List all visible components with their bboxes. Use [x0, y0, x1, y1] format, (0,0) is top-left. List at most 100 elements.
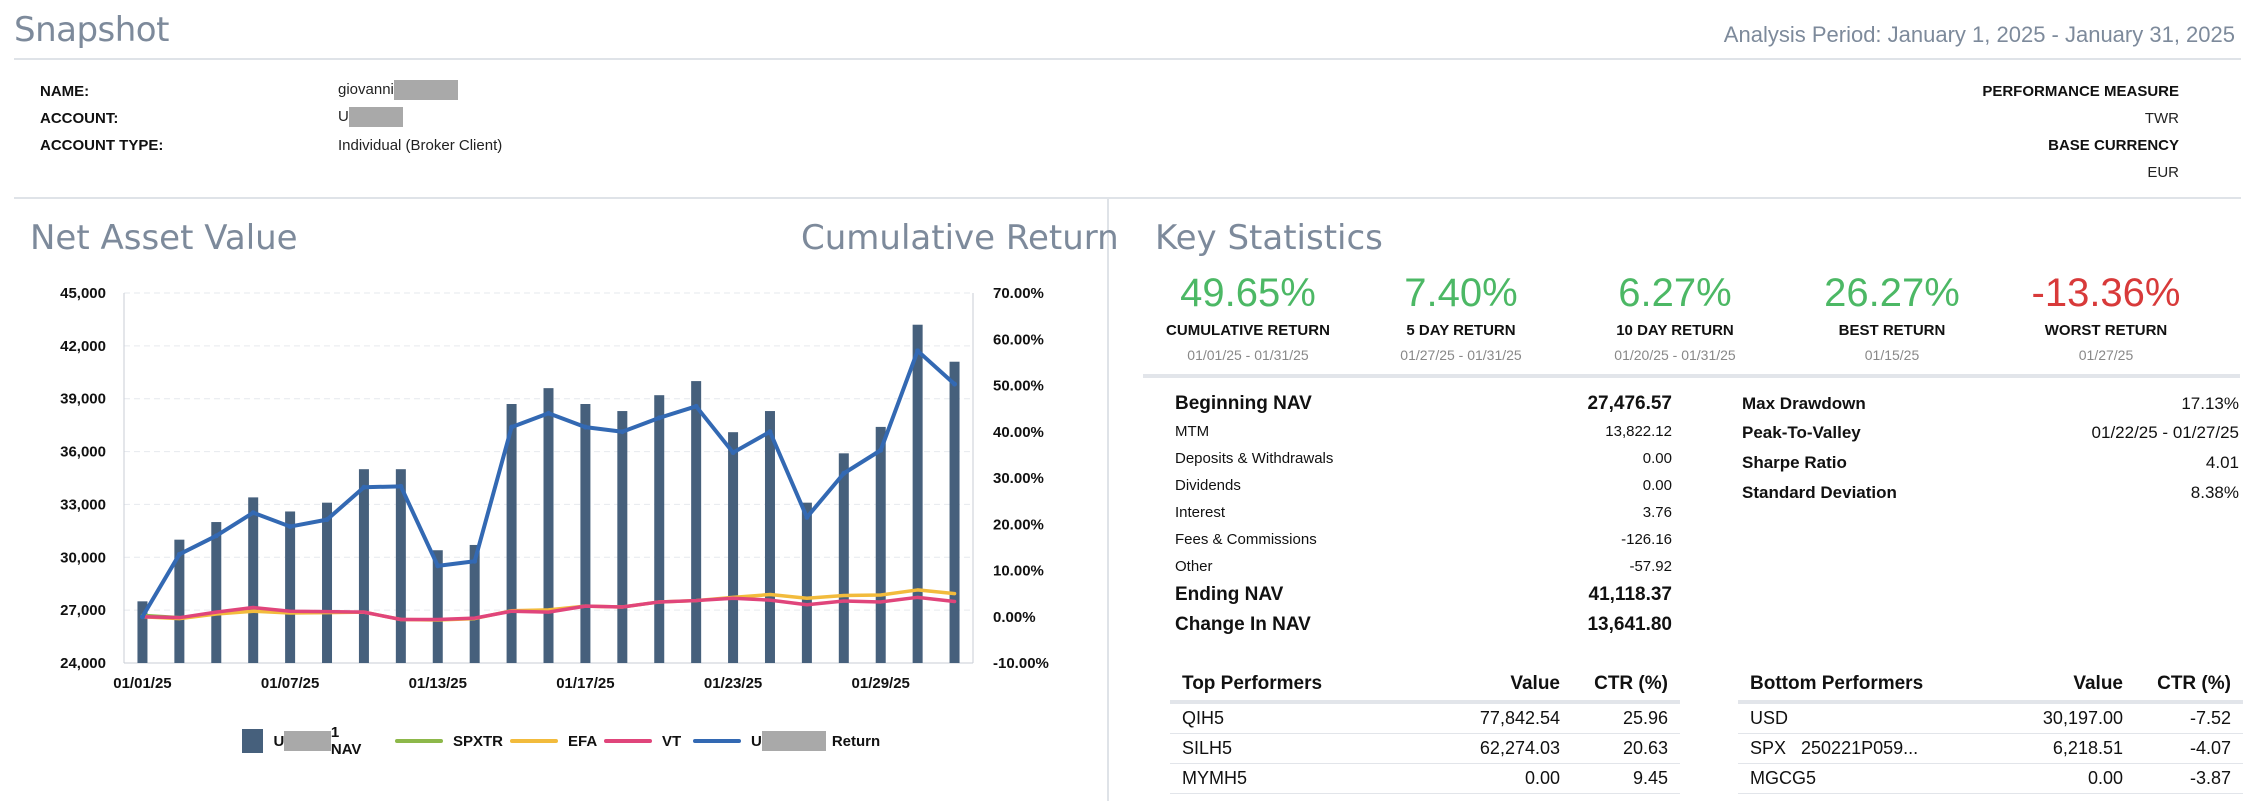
stat-value: 0.00	[1642, 477, 1672, 494]
y-left-tick-label: 39,000	[60, 391, 106, 408]
nav-bar	[174, 539, 185, 663]
legend-item-vt[interactable]: VT	[604, 728, 681, 754]
series-point	[251, 606, 255, 609]
key-statistics-title: Key Statistics	[1155, 218, 1383, 258]
table-row: QIH5 77,842.54 25.96	[1170, 704, 1680, 734]
series-point	[953, 599, 957, 603]
cell-value: 62,274.03	[1479, 738, 1560, 758]
stat-label: Beginning NAV	[1175, 393, 1312, 414]
series-point	[768, 593, 772, 597]
sharpe-ratio-row: Sharpe Ratio 4.01	[1742, 453, 2239, 473]
legend-item-return[interactable]: U Return	[693, 728, 880, 754]
nav-bar	[912, 324, 923, 663]
header-name[interactable]: Bottom Performers	[1750, 673, 1924, 694]
stat-value: 4.01	[2205, 453, 2239, 472]
series-point	[916, 588, 920, 592]
series-point	[731, 596, 735, 600]
series-point	[767, 429, 773, 435]
cell-ctr: 20.63	[1622, 738, 1668, 758]
x-tick-label: 01/07/25	[261, 675, 319, 692]
account-value: U	[338, 107, 403, 127]
kpi-label: 5 DAY RETURN	[1406, 322, 1516, 339]
redacted-block	[761, 731, 826, 751]
stat-value: -57.92	[1629, 558, 1672, 575]
header-value[interactable]: Value	[2073, 673, 2123, 694]
kpi-value: 7.40%	[1404, 271, 1518, 315]
performance-measure-value: TWR	[2144, 110, 2179, 127]
stat-label: Other	[1175, 558, 1213, 575]
series-point	[804, 514, 810, 520]
nav-bar	[395, 469, 406, 663]
nav-bar	[248, 497, 259, 663]
series-point	[176, 551, 182, 557]
series-point	[693, 403, 699, 409]
cell-name: MYMH5	[1182, 768, 1248, 788]
series-point	[436, 618, 440, 622]
series-point	[509, 424, 515, 430]
stat-value: 0.00	[1642, 450, 1672, 467]
name-value: giovanni	[338, 80, 458, 100]
series-point	[953, 592, 957, 596]
stat-label: Ending NAV	[1175, 584, 1284, 605]
beginning-nav-row: Beginning NAV 27,476.57	[1175, 393, 1672, 415]
y-right-tick-label: 70.00%	[993, 285, 1044, 302]
legend-item-spxtr[interactable]: SPXTR	[395, 728, 503, 754]
series-point	[435, 563, 441, 569]
stat-label: Dividends	[1175, 477, 1241, 494]
nav-bar	[654, 395, 665, 663]
redacted-block	[284, 731, 331, 751]
series-point	[694, 599, 698, 603]
cell-value: 30,197.00	[2042, 708, 2123, 728]
cell-name: SILH5	[1182, 738, 1233, 758]
series-point	[582, 424, 588, 430]
bottom-performers-table: Bottom Performers Value CTR (%) USD 30,1…	[1738, 668, 2243, 794]
kpi-date: 01/20/25 - 01/31/25	[1614, 347, 1736, 363]
cumulative-return-title: Cumulative Return	[801, 218, 1119, 258]
y-right-tick-label: 10.00%	[993, 563, 1044, 580]
y-left-tick-label: 45,000	[60, 285, 106, 302]
series-point	[361, 484, 367, 490]
section-divider	[1107, 198, 1109, 801]
return-swatch	[693, 739, 741, 743]
header-ctr[interactable]: CTR (%)	[1594, 673, 1668, 694]
nav-section-title: Net Asset Value	[30, 218, 298, 258]
deposits-row: Deposits & Withdrawals 0.00	[1175, 450, 1672, 467]
stat-label: Deposits & Withdrawals	[1175, 450, 1334, 467]
page-title: Snapshot	[14, 10, 169, 50]
y-right-tick-label: 50.00%	[993, 378, 1044, 395]
stat-value: 17.13%	[2181, 394, 2239, 413]
name-label: NAME:	[40, 83, 90, 100]
stat-value: 01/22/25 - 01/27/25	[2091, 423, 2239, 442]
kpi-cumulative-return: 49.65% CUMULATIVE RETURN 01/01/25 - 01/3…	[1143, 270, 1353, 363]
legend-nav-suffix: 1 NAV	[330, 724, 362, 758]
peak-to-valley-row: Peak-To-Valley 01/22/25 - 01/27/25	[1742, 423, 2239, 443]
stat-value: -126.16	[1621, 531, 1672, 548]
legend-efa: EFA	[568, 732, 598, 750]
table-row: MGCG5 0.00 -3.87	[1738, 764, 2243, 794]
series-point	[399, 618, 403, 622]
stat-label: Peak-To-Valley	[1742, 423, 1861, 442]
cell-ctr: 9.45	[1632, 768, 1668, 788]
series-point	[472, 558, 478, 564]
analysis-period: Analysis Period: January 1, 2025 - Janua…	[1723, 22, 2235, 47]
series-point	[325, 610, 329, 614]
table-row: SILH5 62,274.03 20.63	[1170, 734, 1680, 764]
series-point	[583, 604, 587, 608]
kpi-10-day-return: 6.27% 10 DAY RETURN 01/20/25 - 01/31/25	[1570, 270, 1780, 363]
nav-swatch	[242, 729, 264, 753]
y-right-tick-label: 0.00%	[993, 609, 1036, 626]
header-name[interactable]: Top Performers	[1182, 673, 1323, 694]
table-row: MYMH5 0.00 9.45	[1170, 764, 1680, 794]
legend-item-nav[interactable]: U 1 NAV	[242, 724, 369, 758]
table-row: SPX 250221P059... 6,218.51 -4.07	[1738, 734, 2243, 764]
series-point	[916, 595, 920, 599]
series-point	[398, 483, 404, 489]
nav-bar	[543, 388, 554, 663]
header-value[interactable]: Value	[1510, 673, 1560, 694]
header-ctr[interactable]: CTR (%)	[2157, 673, 2231, 694]
legend-item-efa[interactable]: EFA	[510, 728, 597, 754]
series-point	[879, 593, 883, 597]
kpi-best-return: 26.27% BEST RETURN 01/15/25	[1787, 270, 1997, 363]
redacted-block	[393, 80, 458, 100]
nav-bar	[211, 522, 222, 663]
